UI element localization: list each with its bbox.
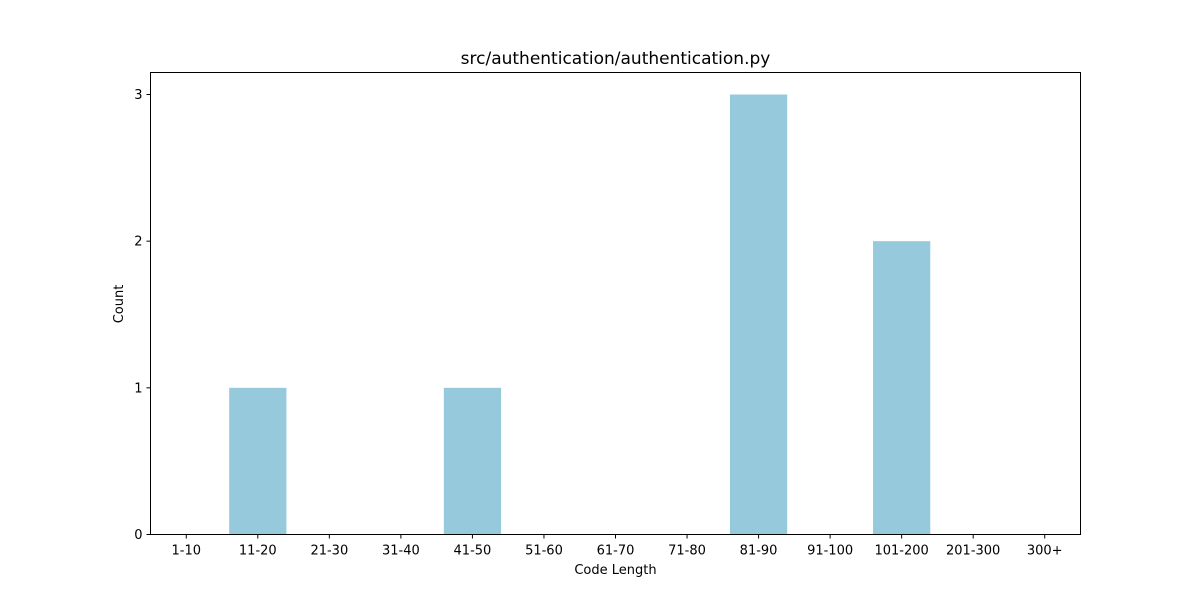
- x-tick-label: 91-100: [807, 544, 853, 559]
- x-tick-label: 1-10: [172, 544, 202, 559]
- y-tick-label: 1: [134, 381, 142, 396]
- bar-81-90: [729, 94, 788, 535]
- x-axis-ticks: 1-10 11-20 21-30 31-40 41-50 51-60 61-70 71-80 8…: [172, 534, 1063, 559]
- x-tick-label: 300+: [1027, 544, 1063, 559]
- x-tick-label: 201-300: [946, 544, 1000, 559]
- bars: [229, 94, 931, 535]
- x-tick-label: 41-50: [454, 544, 492, 559]
- plot-area-frame: [150, 72, 1081, 535]
- x-tick-label: 51-60: [525, 544, 563, 559]
- x-tick-label: 71-80: [668, 544, 706, 559]
- x-tick-label: 21-30: [310, 544, 348, 559]
- x-tick-label: 31-40: [382, 544, 420, 559]
- y-tick-label: 2: [134, 235, 142, 250]
- x-tick-label: 81-90: [740, 544, 778, 559]
- y-axis-ticks: 0 1 2 3: [134, 88, 151, 543]
- y-tick-label: 0: [134, 528, 142, 543]
- y-axis-label: Count: [112, 285, 127, 324]
- x-tick-label: 11-20: [239, 544, 277, 559]
- bar-101-200: [873, 241, 931, 535]
- x-tick-label: 101-200: [874, 544, 928, 559]
- bar-11-20: [229, 387, 287, 535]
- x-tick-label: 61-70: [597, 544, 635, 559]
- y-tick-label: 3: [134, 88, 142, 103]
- x-axis-label: Code Length: [574, 563, 656, 578]
- bar-41-50: [443, 387, 502, 535]
- chart-title: src/authentication/authentication.py: [461, 49, 771, 69]
